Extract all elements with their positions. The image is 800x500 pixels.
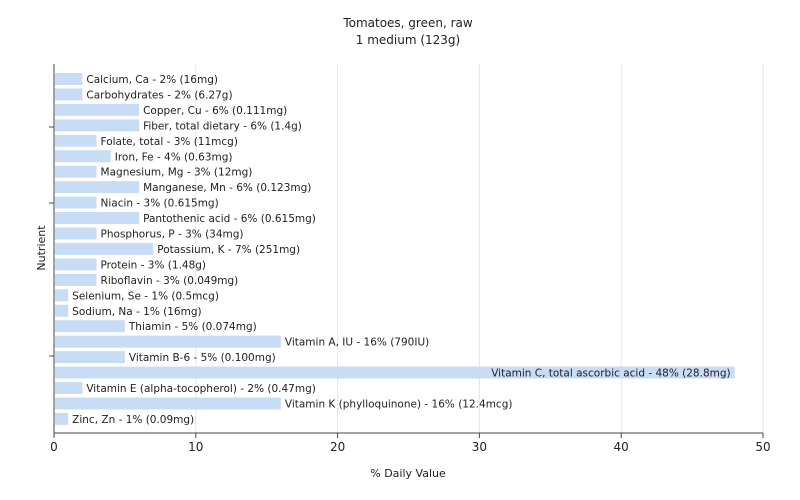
bar (55, 196, 97, 209)
bar-label: Folate, total - 3% (11mcg) (101, 136, 238, 148)
bar-label: Vitamin C, total ascorbic acid - 48% (28… (491, 368, 730, 380)
bar (55, 73, 83, 85)
bar (55, 165, 97, 178)
bar (55, 150, 111, 163)
bar-label: Iron, Fe - 4% (0.63mg) (115, 151, 233, 163)
bar-label: Manganese, Mn - 6% (0.123mg) (143, 182, 311, 194)
bar (55, 412, 69, 425)
bars (55, 73, 735, 425)
y-axis-label: Nutrient (35, 225, 48, 271)
bar (55, 397, 281, 410)
x-tick-label: 40 (614, 440, 629, 454)
bar-label: Copper, Cu - 6% (0.111mg) (143, 105, 287, 117)
bar (55, 242, 154, 255)
bar-label: Sodium, Na - 1% (16mg) (72, 306, 201, 318)
bar-labels: Calcium, Ca - 2% (16mg) Carbohydrates - 2… (72, 74, 730, 426)
bar (55, 212, 140, 225)
x-tick-label: 0 (50, 440, 58, 454)
bar-label: Riboflavin - 3% (0.049mg) (101, 275, 239, 287)
x-tick-label: 10 (188, 440, 203, 454)
bar (55, 88, 83, 101)
bar (55, 273, 97, 286)
bar-label: Vitamin E (alpha-tocopherol) - 2% (0.47m… (86, 383, 315, 395)
bar-label: Carbohydrates - 2% (6.27g) (86, 89, 232, 101)
bar (55, 382, 83, 394)
x-tick-label: 30 (472, 440, 487, 454)
bar-label: Protein - 3% (1.48g) (101, 259, 207, 271)
bar (55, 289, 69, 302)
bar (55, 181, 140, 194)
bar-label: Zinc, Zn - 1% (0.09mg) (72, 414, 194, 426)
bar-label: Vitamin B-6 - 5% (0.100mg) (129, 352, 276, 364)
bar (55, 119, 140, 132)
bar-label: Niacin - 3% (0.615mg) (101, 198, 219, 210)
bar (55, 335, 281, 348)
x-axis-label: % Daily Value (370, 467, 446, 480)
bar-label: Vitamin A, IU - 16% (790IU) (285, 337, 429, 349)
bar-label: Fiber, total dietary - 6% (1.4g) (143, 120, 302, 132)
bar-label: Potassium, K - 7% (251mg) (157, 244, 300, 256)
bar (55, 258, 97, 271)
axes: 0 10 20 30 40 50 (49, 64, 771, 454)
bar-label: Calcium, Ca - 2% (16mg) (86, 74, 218, 86)
bar (55, 103, 140, 116)
bar-label: Selenium, Se - 1% (0.5mcg) (72, 290, 219, 302)
bar (55, 320, 125, 333)
bar (55, 351, 125, 364)
bar (55, 304, 69, 317)
bar (55, 227, 97, 240)
x-tick-label: 50 (755, 440, 770, 454)
bar (55, 366, 735, 379)
bar-label: Pantothenic acid - 6% (0.615mg) (143, 213, 316, 225)
bar-label: Magnesium, Mg - 3% (12mg) (101, 167, 253, 179)
chart-subtitle: 1 medium (123g) (356, 33, 460, 47)
bar-label: Thiamin - 5% (0.074mg) (128, 321, 257, 333)
bar-label: Vitamin K (phylloquinone) - 16% (12.4mcg… (285, 398, 513, 410)
x-tick-label: 20 (330, 440, 345, 454)
chart-title: Tomatoes, green, raw (342, 16, 473, 30)
bar (55, 134, 97, 147)
bar-label: Phosphorus, P - 3% (34mg) (101, 229, 244, 241)
